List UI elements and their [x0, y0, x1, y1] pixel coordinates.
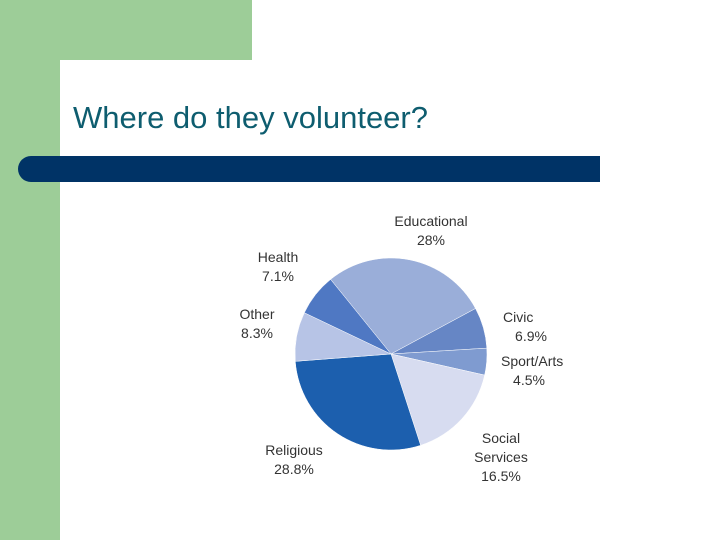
- pie-slice-health: [303, 279, 392, 355]
- slice-label-educational: Educational 28%: [394, 213, 467, 248]
- title-rule: [18, 156, 600, 182]
- slice-label-sport-arts: Sport/Arts 4.5%: [501, 353, 563, 388]
- slice-label-social-services: Social Services 16.5%: [474, 430, 528, 484]
- slice-label-civic: Civic 6.9%: [503, 309, 547, 344]
- left-background-band: [0, 0, 60, 540]
- pie-slice-religious: [295, 353, 421, 451]
- slice-label-religious: Religious 28.8%: [265, 442, 323, 477]
- slice-label-other: Other 8.3%: [239, 306, 274, 341]
- slice-label-health: Health 7.1%: [258, 249, 298, 284]
- pie-slice-social-services: [390, 353, 485, 446]
- slide-title: Where do they volunteer?: [73, 100, 428, 135]
- pie-slice-educational: [330, 257, 476, 355]
- top-background-band: [0, 0, 252, 60]
